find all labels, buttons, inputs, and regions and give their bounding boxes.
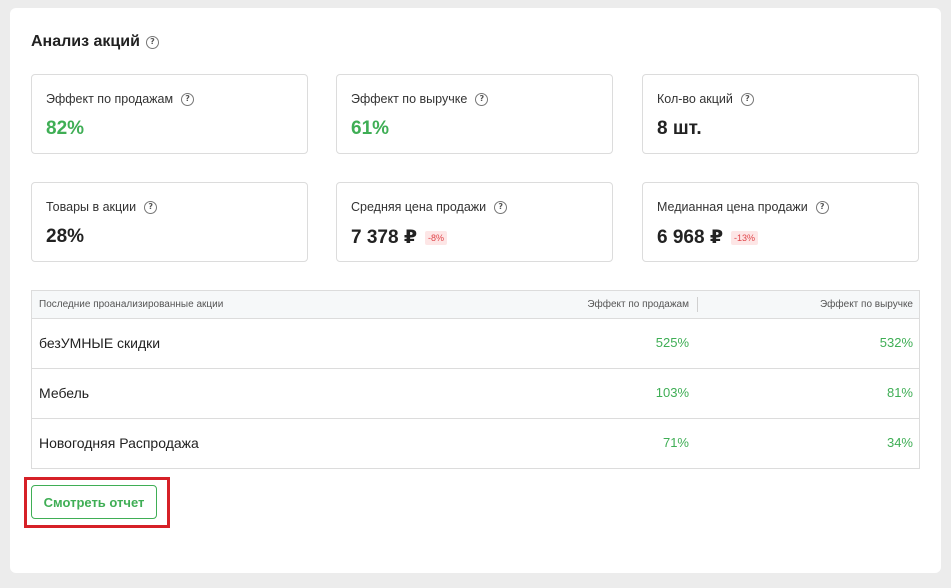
revenue-effect-value: 81% <box>886 385 913 400</box>
view-report-button[interactable]: Смотреть отчет <box>31 485 157 519</box>
promo-name: Мебель <box>39 385 90 401</box>
card-avg-price: Средняя цена продажи ? 7 378 ₽ -8% <box>336 182 613 262</box>
revenue-effect-value: 532% <box>879 335 913 350</box>
sales-effect-value: 525% <box>655 335 689 350</box>
promo-name: безУМНЫЕ скидки <box>39 335 161 351</box>
table-row[interactable]: безУМНЫЕ скидки 525% 532% <box>32 319 919 369</box>
card-value: 28% <box>46 226 85 247</box>
help-icon[interactable]: ? <box>144 200 158 214</box>
help-icon[interactable]: ? <box>815 200 829 214</box>
column-header-promo[interactable]: Последние проанализированные акции <box>39 299 224 310</box>
help-icon[interactable]: ? <box>145 35 159 49</box>
card-promo-count: Кол-во акций ? 8 шт. <box>642 74 919 154</box>
card-label: Эффект по выручке <box>351 92 468 106</box>
panel-header: Анализ акций ? <box>31 33 159 51</box>
card-label: Кол-во акций <box>657 92 733 106</box>
column-divider <box>697 297 698 312</box>
sales-effect-value: 103% <box>655 385 689 400</box>
help-icon[interactable]: ? <box>494 200 508 214</box>
recent-promos-table: Последние проанализированные акции Эффек… <box>31 290 920 469</box>
card-value: 7 378 ₽ <box>351 227 418 248</box>
help-icon[interactable]: ? <box>475 92 489 106</box>
card-value: 6 968 ₽ <box>657 227 724 248</box>
revenue-effect-value: 34% <box>886 435 913 450</box>
change-badge: -8% <box>425 230 448 245</box>
table-row[interactable]: Мебель 103% 81% <box>32 369 919 419</box>
card-sales-effect: Эффект по продажам ? 82% <box>31 74 308 154</box>
highlight-box: Смотреть отчет <box>24 477 170 528</box>
card-value: 82% <box>46 118 85 139</box>
sales-effect-value: 71% <box>662 435 689 450</box>
help-icon[interactable]: ? <box>181 92 195 106</box>
card-value: 61% <box>351 118 390 139</box>
card-median-price: Медианная цена продажи ? 6 968 ₽ -13% <box>642 182 919 262</box>
promo-name: Новогодняя Распродажа <box>39 435 199 451</box>
help-icon[interactable]: ? <box>740 92 754 106</box>
card-products-in-promo: Товары в акции ? 28% <box>31 182 308 262</box>
card-revenue-effect: Эффект по выручке ? 61% <box>336 74 613 154</box>
card-label: Товары в акции <box>46 200 137 214</box>
card-value: 8 шт. <box>657 118 702 139</box>
table-row[interactable]: Новогодняя Распродажа 71% 34% <box>32 419 919 468</box>
column-header-sales-effect[interactable]: Эффект по продажам <box>587 299 689 310</box>
table-header: Последние проанализированные акции Эффек… <box>32 291 919 319</box>
column-header-revenue-effect[interactable]: Эффект по выручке <box>819 299 913 310</box>
card-label: Средняя цена продажи <box>351 200 487 214</box>
panel-title: Анализ акций <box>31 33 140 50</box>
change-badge: -13% <box>731 230 759 245</box>
card-label: Медианная цена продажи <box>657 200 808 214</box>
card-label: Эффект по продажам <box>46 92 174 106</box>
